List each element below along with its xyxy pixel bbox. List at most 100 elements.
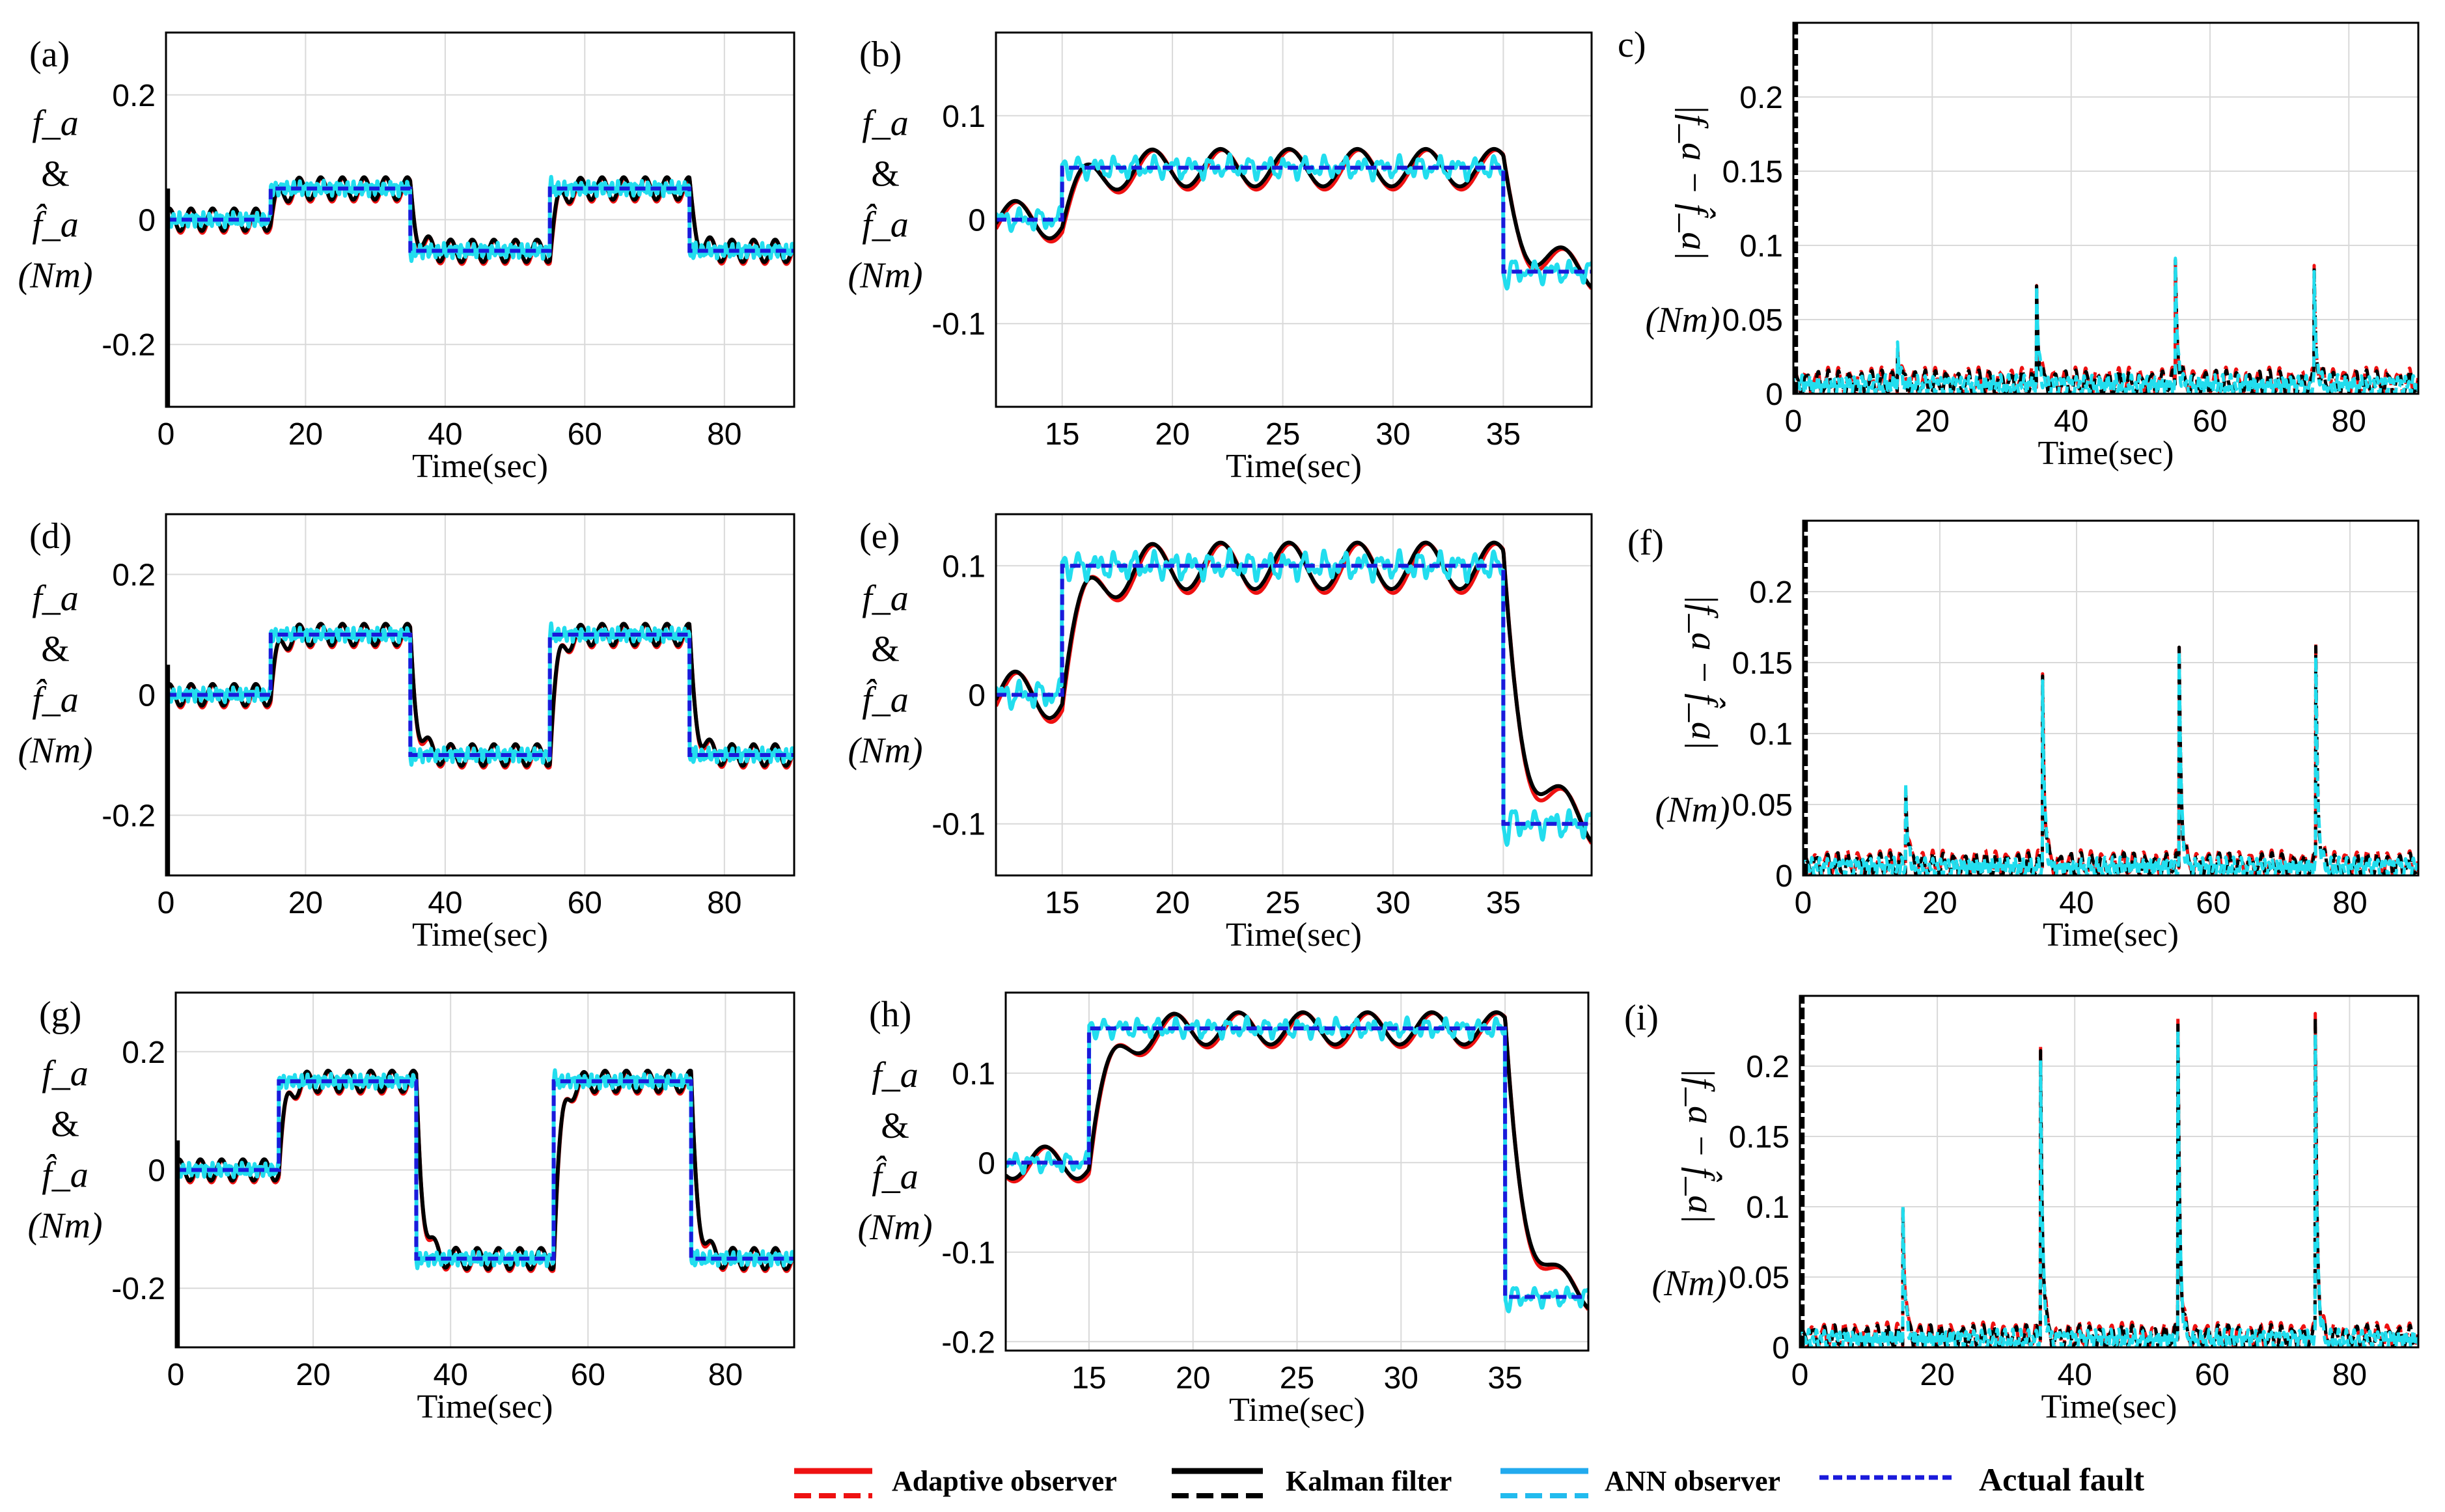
x-tick-label: 60 bbox=[568, 886, 602, 920]
x-tick-label: 25 bbox=[1265, 417, 1300, 452]
series-ann-h bbox=[1006, 1015, 1588, 1313]
y-tick-label: -0.2 bbox=[111, 1272, 165, 1306]
y-tick-label: 0 bbox=[138, 679, 156, 713]
x-axis-label: Time(sec) bbox=[412, 916, 548, 954]
axes-frame-a bbox=[165, 31, 795, 408]
x-tick-label: 40 bbox=[428, 417, 462, 452]
y-tick-label: 0 bbox=[148, 1154, 165, 1189]
panel-e: 15 20 25 30 35 -0.1 0 0.1 Time(sec) (e) f_a & f̂_a (N… bbox=[848, 513, 1593, 954]
y-tick-label: 0.2 bbox=[1739, 81, 1783, 115]
x-tick-label: 25 bbox=[1265, 886, 1300, 920]
x-tick-label: 15 bbox=[1045, 417, 1079, 452]
y-axis-unit: (Nm) bbox=[1645, 300, 1720, 340]
y-axis-label-line: & bbox=[871, 154, 900, 195]
series-ann-e bbox=[996, 547, 1592, 847]
series-kalman-d bbox=[166, 622, 794, 768]
y-tick-label: 0 bbox=[1772, 1331, 1789, 1366]
y-tick-label: 0 bbox=[1775, 859, 1793, 894]
series-ann-f bbox=[1803, 649, 2418, 875]
y-tick-label: -0.1 bbox=[941, 1236, 995, 1271]
x-axis-label: Time(sec) bbox=[2041, 1388, 2177, 1425]
panel-label: (d) bbox=[29, 516, 72, 557]
x-tick-label: 35 bbox=[1487, 1361, 1522, 1395]
y-axis-label-line: f̂_a bbox=[32, 678, 79, 721]
series-g bbox=[176, 1068, 794, 1347]
x-tick-label: 40 bbox=[2058, 1358, 2092, 1392]
x-tick-label: 60 bbox=[571, 1358, 605, 1392]
x-tick-label: 35 bbox=[1486, 886, 1521, 920]
y-axis-label-line: (Nm) bbox=[18, 731, 92, 771]
axes-frame-c bbox=[1792, 21, 2420, 395]
y-tick-label: 0.05 bbox=[1732, 788, 1793, 823]
y-tick-label: 0.15 bbox=[1732, 646, 1793, 681]
y-tick-label: -0.1 bbox=[932, 808, 986, 842]
y-tick-label: 0.2 bbox=[1749, 575, 1793, 610]
y-axis-label-line: (Nm) bbox=[18, 256, 92, 296]
axes-frame-f bbox=[1802, 519, 2420, 877]
y-axis-label-line: (Nm) bbox=[848, 731, 922, 771]
x-tick-label: 40 bbox=[2054, 404, 2088, 439]
y-tick-label: 0.1 bbox=[1739, 229, 1783, 264]
x-axis-label: Time(sec) bbox=[417, 1388, 553, 1425]
y-axis-label-line: f_a bbox=[42, 1054, 89, 1094]
x-tick-label: 20 bbox=[1922, 886, 1957, 920]
x-axis-label: Time(sec) bbox=[1229, 1392, 1365, 1429]
x-tick-label: 40 bbox=[428, 886, 462, 920]
x-tick-label: 0 bbox=[1785, 404, 1803, 439]
x-tick-label: 15 bbox=[1045, 886, 1079, 920]
x-tick-label: 20 bbox=[288, 886, 323, 920]
axes-frame-d bbox=[165, 513, 795, 877]
y-axis-label-line: & bbox=[41, 154, 70, 195]
legend: Adaptive observer Kalman filter ANN obse… bbox=[794, 1461, 2145, 1498]
panel-d: 0 20 40 60 80 -0.2 0 0.2 Time(sec) (d) f_a & f̂_a (Nm… bbox=[18, 513, 795, 954]
panel-a: 0 20 40 60 80 -0.2 0 0.2 Time(sec) (a) f_a & f̂_a (Nm… bbox=[18, 31, 795, 485]
y-tick-label: 0 bbox=[978, 1146, 995, 1181]
y-tick-label: 0.1 bbox=[1749, 717, 1793, 752]
x-tick-label: 30 bbox=[1375, 417, 1410, 452]
y-tick-label: 0 bbox=[968, 204, 986, 238]
x-tick-label: 20 bbox=[1920, 1358, 1954, 1392]
panel-label: (e) bbox=[859, 516, 900, 557]
series-ann-c bbox=[1793, 256, 2418, 394]
series-ann-i bbox=[1800, 1028, 2418, 1347]
x-tick-label: 80 bbox=[2332, 1358, 2367, 1392]
series-kalman-i bbox=[1800, 1017, 2418, 1347]
y-tick-label: 0.1 bbox=[942, 100, 986, 134]
x-tick-label: 0 bbox=[1791, 1358, 1809, 1392]
legend-entry-actual: Actual fault bbox=[1819, 1461, 2145, 1498]
y-axis-label-error: |f_a − f̂_a| bbox=[1681, 1067, 1723, 1224]
x-tick-label: 20 bbox=[1915, 404, 1950, 439]
x-tick-label: 80 bbox=[2332, 404, 2366, 439]
legend-entry-adaptive: Adaptive observer bbox=[794, 1465, 1117, 1498]
panel-label: (g) bbox=[39, 995, 81, 1035]
series-kalman-b bbox=[996, 146, 1592, 289]
y-tick-label: 0.05 bbox=[1722, 303, 1783, 338]
series-actual-b bbox=[996, 165, 1592, 274]
plot-area-c bbox=[1793, 23, 2418, 394]
y-tick-label: -0.2 bbox=[102, 799, 156, 834]
panel-g: 0 20 40 60 80 -0.2 0 0.2 Time(sec) (g) f_a & f̂_a (Nm… bbox=[27, 991, 795, 1425]
series-kalman-a bbox=[166, 175, 794, 264]
series-actual-d bbox=[166, 633, 794, 757]
panels: 0 20 40 60 80 -0.2 0 0.2 Time(sec) (a) f_a & f̂_a (Nm… bbox=[18, 21, 2420, 1429]
y-axis-label-line: f̂_a bbox=[862, 203, 909, 245]
series-h bbox=[1006, 1010, 1588, 1313]
y-axis-label-line: f_a bbox=[32, 579, 79, 619]
series-actual-e bbox=[996, 564, 1592, 826]
x-tick-label: 80 bbox=[708, 1358, 743, 1392]
axes-frame-b bbox=[995, 31, 1593, 408]
series-adaptive-i bbox=[1800, 1011, 2418, 1347]
y-tick-label: 0 bbox=[138, 204, 156, 238]
series-b bbox=[996, 146, 1592, 291]
x-tick-label: 80 bbox=[707, 886, 741, 920]
series-kalman-g bbox=[176, 1068, 794, 1272]
y-axis-label-line: & bbox=[41, 629, 70, 670]
x-tick-label: 20 bbox=[1155, 886, 1189, 920]
y-axis-label-line: f̂_a bbox=[872, 1155, 919, 1197]
series-actual-a bbox=[166, 186, 794, 253]
panel-label: (f) bbox=[1627, 523, 1664, 563]
x-tick-label: 30 bbox=[1384, 1361, 1418, 1395]
series-e bbox=[996, 540, 1592, 847]
panel-label: (h) bbox=[869, 995, 911, 1035]
legend-label-kalman: Kalman filter bbox=[1286, 1465, 1452, 1497]
